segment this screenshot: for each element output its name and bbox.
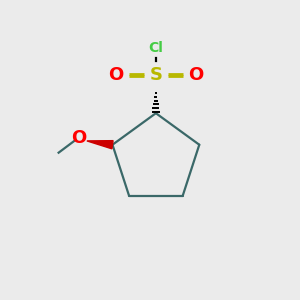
- Text: O: O: [189, 66, 204, 84]
- Polygon shape: [87, 141, 113, 149]
- Text: Cl: Cl: [148, 40, 163, 55]
- Text: O: O: [108, 66, 123, 84]
- Text: O: O: [72, 129, 87, 147]
- Text: S: S: [149, 66, 162, 84]
